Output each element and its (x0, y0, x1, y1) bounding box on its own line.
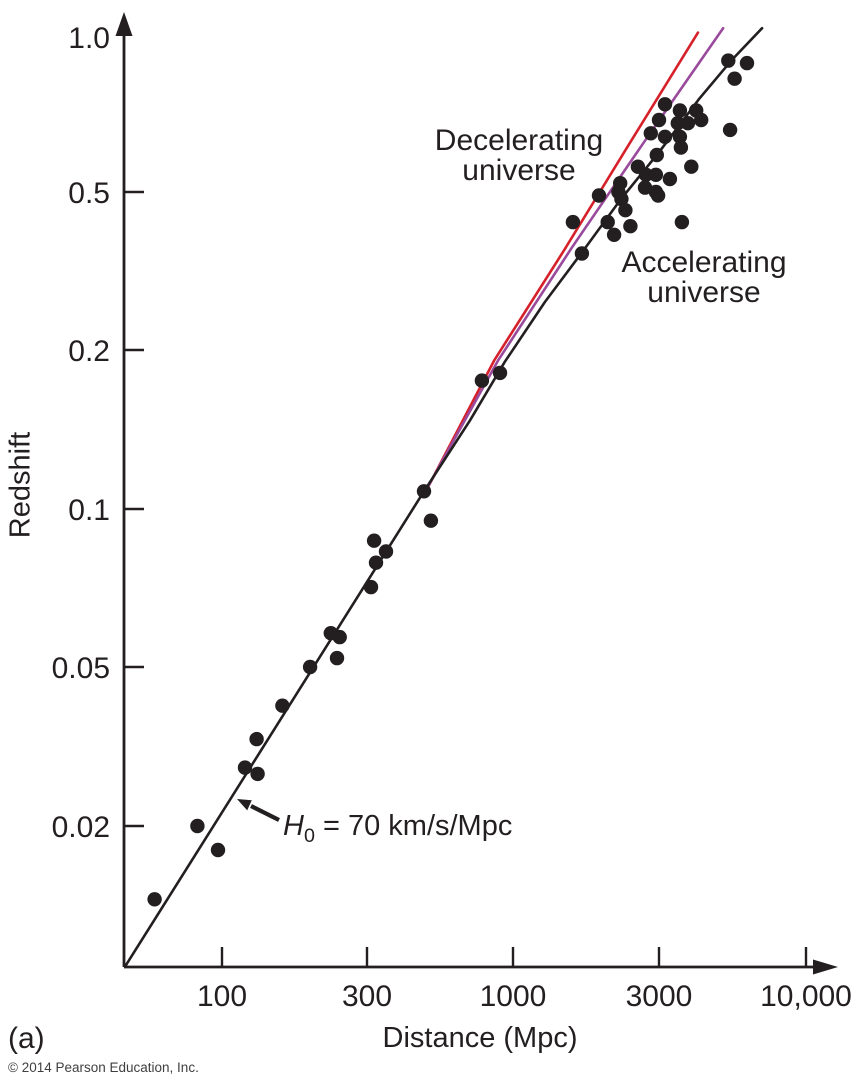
data-point (302, 659, 318, 675)
data-point (614, 191, 629, 207)
data-point (649, 147, 664, 163)
data-point (739, 55, 755, 71)
accelerating-universe-label-line1: Accelerating (621, 246, 787, 279)
data-point (378, 544, 394, 559)
hubble-constant-value: = 70 km/s/Mpc (314, 810, 513, 842)
y-tick-label: 0.02 (52, 811, 110, 844)
data-point (657, 97, 673, 112)
data-point (275, 698, 290, 713)
data-point (250, 766, 265, 782)
decelerating-universe-label-line1: Decelerating (434, 124, 604, 157)
data-point (249, 731, 264, 747)
data-point (492, 365, 508, 381)
x-axis-arrow-icon (813, 959, 838, 975)
data-point (423, 513, 439, 528)
data-point (684, 159, 699, 174)
data-point (366, 533, 382, 548)
accelerating-universe-label: Accelerating universe (621, 248, 786, 308)
data-point (662, 171, 678, 187)
y-tick-label: 0.05 (52, 652, 110, 685)
data-point (329, 650, 345, 666)
x-axis-title: Distance (Mpc) (382, 1022, 578, 1054)
data-point (637, 180, 653, 195)
hubble-constant-subscript: 0 (303, 824, 315, 847)
data-point (674, 214, 690, 230)
data-point (613, 176, 628, 191)
decelerating-universe-label-line2: universe (462, 154, 576, 187)
data-point (565, 214, 581, 230)
hubble-constant-label: H0 = 70 km/s/Mpc (283, 810, 513, 846)
data-point (618, 203, 633, 218)
panel-letter-label: (a) (8, 1022, 45, 1055)
hubble-constant-symbol: H (283, 810, 304, 842)
data-point (332, 629, 347, 645)
data-point (600, 214, 615, 230)
data-point (190, 818, 205, 834)
accelerating-universe-label-line2: universe (647, 276, 761, 309)
x-tick-label: 10,000 (760, 980, 852, 1013)
data-point (147, 892, 162, 907)
y-tick-label: 1.0 (68, 22, 110, 55)
y-tick-label: 0.5 (68, 177, 110, 210)
data-point (657, 129, 673, 144)
data-point (672, 103, 688, 118)
data-point (680, 116, 696, 131)
data-point (722, 122, 738, 138)
data-point (623, 219, 638, 234)
data-point (591, 188, 607, 203)
data-point (650, 188, 666, 203)
red-model-curve (426, 31, 700, 489)
data-point (694, 112, 709, 128)
data-point (651, 112, 667, 128)
data-point (606, 227, 622, 242)
data-point (210, 842, 226, 858)
x-tick-label: 1000 (480, 980, 547, 1013)
data-point (574, 246, 590, 261)
data-point (237, 760, 253, 775)
y-axis-arrow-icon (115, 12, 133, 36)
y-tick-label: 0.2 (68, 335, 110, 368)
data-point (638, 167, 654, 182)
x-tick-label: 100 (197, 980, 247, 1013)
y-tick-label: 0.1 (68, 494, 110, 527)
x-tick-label: 3000 (626, 980, 693, 1013)
data-point (670, 116, 685, 131)
y-axis-title: Redshift (4, 431, 37, 539)
data-point (368, 555, 384, 570)
h0-annotation-arrow-line (250, 804, 280, 822)
data-point (727, 71, 742, 86)
data-point (643, 126, 658, 141)
data-point (721, 53, 736, 68)
x-tick-label: 300 (342, 980, 392, 1013)
h0-annotation-arrow-head-icon (237, 799, 252, 811)
data-point (648, 167, 664, 182)
data-point (672, 129, 688, 144)
data-point (474, 373, 490, 388)
data-point (363, 579, 379, 595)
data-point (673, 140, 689, 155)
data-point (416, 484, 432, 499)
copyright-notice: © 2014 Pearson Education, Inc. (8, 1060, 199, 1075)
decelerating-universe-label: Decelerating universe (435, 126, 603, 186)
